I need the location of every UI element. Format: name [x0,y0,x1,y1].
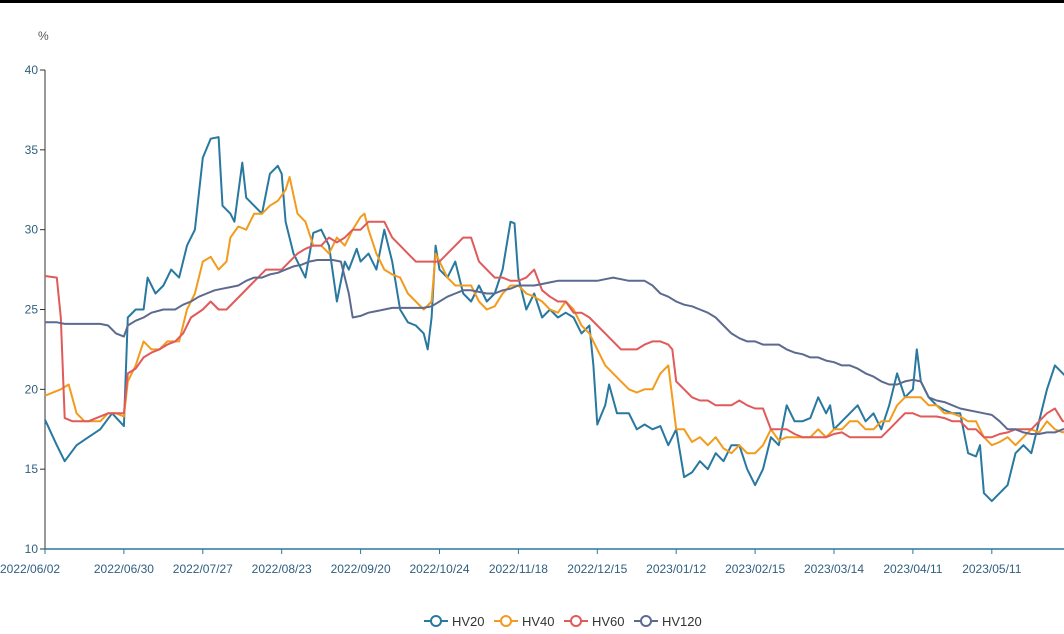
series-line-hv60 [44,220,1064,439]
y-axis: 10 15 20 25 30 35 40 [25,63,46,556]
y-tick-label: 35 [25,143,39,157]
legend-marker-icon [430,615,442,627]
x-tick-label: 2022/12/15 [567,562,627,576]
series-line-hv120 [45,259,1064,435]
series-line-hv20 [44,136,1064,503]
top-border [0,0,1064,3]
series-line-hv40 [44,176,1064,455]
x-tick-label: 2022/09/20 [331,562,391,576]
y-tick-label: 25 [25,303,39,317]
legend-label: HV120 [662,614,702,629]
x-tick-label: 2023/05/11 [962,562,1021,576]
y-tick-label: 30 [25,223,39,237]
x-tick-label: 2022/06/02 [0,562,60,576]
y-tick-label: 20 [25,382,39,396]
x-tick-label: 2022/07/27 [173,562,233,576]
x-tick-label: 2023/01/12 [646,562,706,576]
legend-label: HV60 [592,614,625,629]
legend-item-hv60[interactable]: HV60 [564,614,625,629]
x-tick-label: 2023/02/15 [725,562,785,576]
y-axis-unit-label: % [38,29,49,43]
legend-label: HV40 [522,614,555,629]
x-tick-label: 2022/08/23 [252,562,312,576]
legend-item-hv20[interactable]: HV20 [424,614,485,629]
legend-label: HV20 [452,614,485,629]
x-axis: 2022/06/02 2022/06/30 2022/07/27 2022/08/23… [0,548,1064,576]
legend-marker-icon [570,615,582,627]
legend-marker-icon [500,615,512,627]
series-lines [44,136,1064,503]
y-tick-label: 15 [25,462,39,476]
y-tick-label: 40 [25,63,39,77]
x-tick-label: 2022/06/30 [94,562,154,576]
legend-item-hv40[interactable]: HV40 [494,614,555,629]
x-tick-label: 2022/10/24 [409,562,469,576]
x-tick-label: 2022/11/18 [489,562,548,576]
legend-marker-icon [640,615,652,627]
legend-item-hv120[interactable]: HV120 [634,614,702,629]
x-tick-label: 2023/03/14 [804,562,864,576]
x-tick-label: 2023/04/11 [883,562,942,576]
y-tick-label: 10 [25,542,39,556]
legend[interactable]: HV20 HV40 HV60 HV120 [424,614,702,629]
